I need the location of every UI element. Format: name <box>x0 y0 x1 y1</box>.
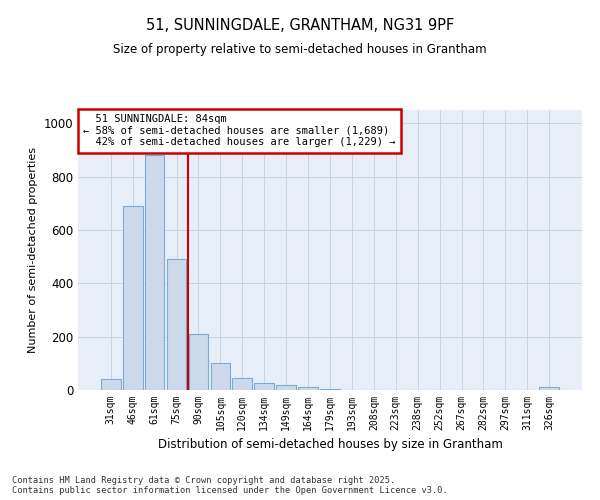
Bar <box>145 156 164 390</box>
Bar <box>167 260 187 390</box>
Bar <box>298 388 318 390</box>
Bar <box>232 378 252 390</box>
Text: Size of property relative to semi-detached houses in Grantham: Size of property relative to semi-detach… <box>113 42 487 56</box>
Bar <box>188 334 208 390</box>
Y-axis label: Number of semi-detached properties: Number of semi-detached properties <box>28 147 38 353</box>
Bar <box>254 384 274 390</box>
Bar <box>539 388 559 390</box>
Bar <box>101 380 121 390</box>
Text: 51 SUNNINGDALE: 84sqm
← 58% of semi-detached houses are smaller (1,689)
  42% of: 51 SUNNINGDALE: 84sqm ← 58% of semi-deta… <box>83 114 395 148</box>
X-axis label: Distribution of semi-detached houses by size in Grantham: Distribution of semi-detached houses by … <box>158 438 502 452</box>
Bar <box>276 384 296 390</box>
Bar <box>320 388 340 390</box>
Bar <box>123 206 143 390</box>
Bar <box>211 364 230 390</box>
Text: 51, SUNNINGDALE, GRANTHAM, NG31 9PF: 51, SUNNINGDALE, GRANTHAM, NG31 9PF <box>146 18 454 32</box>
Text: Contains HM Land Registry data © Crown copyright and database right 2025.
Contai: Contains HM Land Registry data © Crown c… <box>12 476 448 495</box>
